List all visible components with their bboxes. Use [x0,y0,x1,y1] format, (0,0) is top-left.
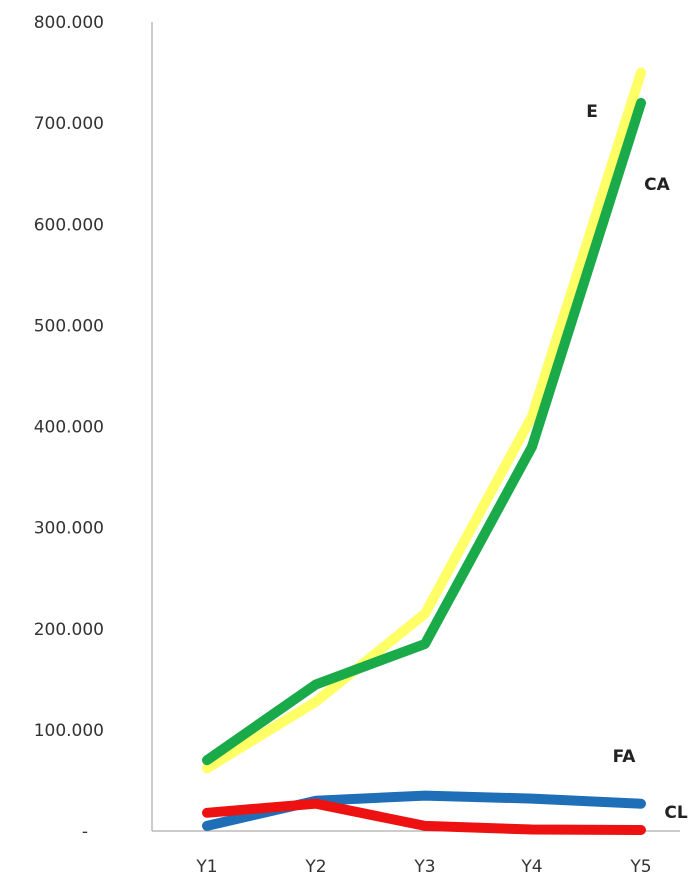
y-tick-label: 800.000 [34,13,104,33]
y-tick-label: 200.000 [34,620,104,640]
series-label-fa: FA [613,747,637,767]
y-tick-label: 700.000 [34,114,104,134]
y-tick-label: 400.000 [34,418,104,438]
y-tick-label: 600.000 [34,215,104,235]
series-labels: E CA FA CL [586,102,688,823]
series-label-cl: CL [664,803,687,823]
y-tick-label: 100.000 [34,721,104,741]
series-label-e: E [586,102,598,122]
x-tick-label: Y1 [195,857,217,877]
series-label-ca: CA [644,175,670,195]
x-axis-tick-labels: Y1 Y2 Y3 Y4 Y5 [195,857,651,877]
y-axis-tick-labels: - 100.000 200.000 300.000 400.000 500.000 600.… [34,13,104,842]
series-line-ca [202,97,646,766]
y-tick-label: 300.000 [34,519,104,539]
x-tick-label: Y2 [304,857,326,877]
x-tick-label: Y4 [520,857,542,877]
chart-axes [151,22,680,832]
x-tick-label: Y3 [413,857,435,877]
y-tick-label: 500.000 [34,316,104,336]
y-tick-label: - [82,822,88,842]
series-lines [202,67,646,835]
series-line-e [202,67,646,774]
x-tick-label: Y5 [629,857,651,877]
series-line-cl [202,798,646,835]
